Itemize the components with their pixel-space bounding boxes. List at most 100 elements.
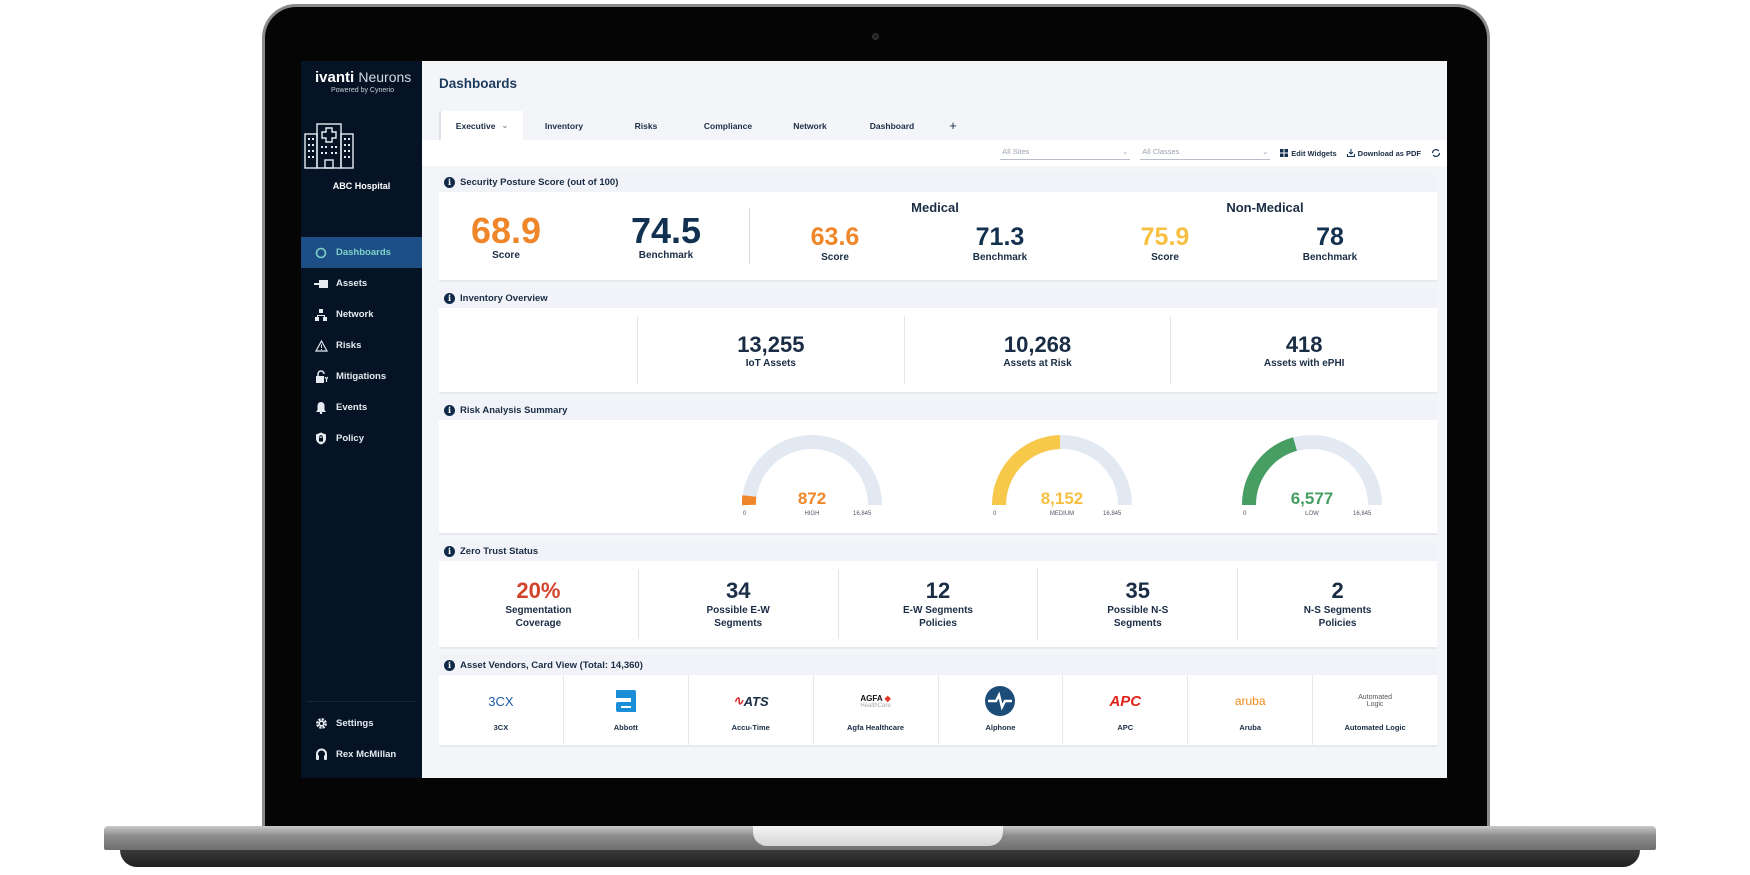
stat-label: Assets with ePHI [1263, 357, 1345, 369]
info-icon[interactable]: i [444, 176, 455, 188]
sidebar-item-dashboards[interactable]: Dashboards [301, 237, 422, 268]
stat-label: Segments [714, 618, 763, 629]
warning-icon [314, 339, 328, 353]
score-value: 68.9 [470, 209, 542, 251]
tab-dashboard[interactable]: Dashboard [869, 120, 915, 131]
gauge-label: HIGH [804, 511, 820, 517]
bell-icon [314, 401, 328, 415]
product-name: Neurons [358, 69, 412, 85]
sidebar-item-settings[interactable]: Settings [301, 708, 422, 739]
gauge-value: 6,577 [1290, 489, 1334, 508]
zero-trust-stat[interactable]: 34 Possible E-W Segments [637, 569, 838, 639]
webcam [872, 33, 879, 40]
info-icon[interactable]: i [444, 659, 455, 671]
tab-inventory[interactable]: Inventory [544, 120, 584, 131]
tab-executive[interactable]: Executive ⌄ [441, 111, 523, 140]
edit-widgets-button[interactable]: Edit Widgets [1280, 148, 1337, 158]
tab-network[interactable]: Network [793, 120, 827, 131]
abbott-logo-icon [613, 685, 639, 717]
organization-name: ABC Hospital [332, 181, 391, 191]
security-posture-widget: i Security Posture Score (out of 100) 68.… [439, 172, 1437, 282]
classes-select[interactable]: All Classes ⌄ [1140, 146, 1271, 160]
risk-gauge-medium[interactable]: 8,152 MEDIUM 0 16,845 [977, 434, 1147, 526]
zero-trust-stat[interactable]: 12 E-W Segments Policies [837, 569, 1038, 639]
classes-select-value: All Classes [1142, 146, 1180, 156]
zero-trust-stat[interactable]: 35 Possible N-S Segments [1037, 569, 1237, 639]
sidebar-item-policy[interactable]: Policy [301, 423, 422, 454]
refresh-icon [1431, 149, 1441, 157]
widget-header: i Risk Analysis Summary [439, 400, 1437, 420]
sidebar-item-mitigations[interactable]: Mitigations [301, 361, 422, 392]
score-label: Score [821, 251, 849, 263]
gauge-min: 0 [743, 511, 747, 517]
score-label: Score [1151, 251, 1179, 263]
benchmark-label: Benchmark [972, 251, 1028, 263]
shield-lock-icon [314, 432, 328, 446]
sites-select-value: All Sites [1002, 146, 1030, 156]
vendor-card-apc[interactable]: APC APC [1062, 675, 1187, 745]
user-headset-icon [314, 748, 328, 762]
inventory-stat[interactable]: 418 Assets with ePHI [1170, 316, 1437, 384]
vendor-name: APC [1117, 723, 1134, 732]
vendor-logo: 3CX [488, 693, 514, 709]
non-medical-group: Non-Medical 75.9 Score 78 Benchmark [1100, 200, 1430, 263]
widget-title: Zero Trust Status [460, 545, 539, 557]
vendor-name: 3CX [493, 723, 509, 732]
sidebar-item-label: Dashboards [336, 247, 391, 258]
inventory-stat[interactable]: 13,255 IoT Assets [637, 316, 904, 384]
sidebar-item-assets[interactable]: Assets [301, 268, 422, 299]
gauge-label: LOW [1305, 511, 1319, 517]
brand-name: ivanti [315, 69, 355, 86]
overall-score: 68.9 Score [461, 209, 551, 261]
stat-label: N-S Segments [1303, 605, 1372, 616]
sites-select[interactable]: All Sites ⌄ [1000, 146, 1131, 160]
unlock-icon [314, 370, 328, 384]
edit-widgets-label: Edit Widgets [1291, 148, 1337, 158]
vendor-name: Aruba [1239, 723, 1262, 732]
tab-risks[interactable]: Risks [634, 120, 658, 131]
widget-title: Inventory Overview [460, 292, 548, 304]
sidebar-item-risks[interactable]: Risks [301, 330, 422, 361]
zero-trust-stat[interactable]: 20% Segmentation Coverage [439, 569, 638, 639]
download-pdf-button[interactable]: Download as PDF [1346, 148, 1421, 158]
inventory-overview-widget: i Inventory Overview 13,255 IoT Assets 10,… [439, 288, 1437, 394]
add-tab-button[interactable]: + [949, 118, 957, 133]
vendor-card-automated-logic[interactable]: Automated Logic Automated Logic [1312, 675, 1437, 745]
vendor-logo: Automated Logic [1358, 694, 1392, 708]
tab-compliance[interactable]: Compliance [703, 120, 753, 131]
gauge-max: 16,845 [853, 511, 872, 517]
vendor-card-3cx[interactable]: 3CX 3CX [439, 675, 563, 745]
risk-gauge-high[interactable]: 872 HIGH 0 16,845 [727, 434, 897, 526]
sidebar-item-user[interactable]: Rex McMillan [301, 739, 422, 770]
zero-trust-stat[interactable]: 2 N-S Segments Policies [1237, 569, 1437, 639]
divider [749, 208, 750, 264]
vendor-card-aruba[interactable]: aruba Aruba [1187, 675, 1312, 745]
sidebar-item-label: Rex McMillan [336, 749, 397, 760]
widgets-icon [1280, 149, 1289, 157]
info-icon[interactable]: i [444, 545, 455, 557]
gauge-value: 872 [797, 489, 827, 508]
alphone-logo-icon [984, 685, 1016, 717]
dashboard-toolbar: All Sites ⌄ All Classes ⌄ Edit Widgets Dow… [422, 140, 1447, 166]
dashboard-tabs: Executive ⌄ Inventory Risks Compliance N… [439, 111, 1437, 140]
inventory-empty-cell [439, 316, 637, 384]
sidebar-item-network[interactable]: Network [301, 299, 422, 330]
refresh-button[interactable] [1431, 148, 1441, 158]
stat-value: 34 [725, 578, 751, 603]
widget-title: Risk Analysis Summary [460, 404, 568, 416]
vendor-card-agfa[interactable]: AGFA ◆ HealthCare Agfa Healthcare [812, 675, 938, 745]
vendor-logo: aruba [1234, 694, 1266, 708]
download-pdf-label: Download as PDF [1357, 148, 1421, 158]
risk-gauge-low[interactable]: 6,577 LOW 0 16,845 [1227, 434, 1397, 526]
sidebar-item-events[interactable]: Events [301, 392, 422, 423]
inventory-stat[interactable]: 10,268 Assets at Risk [903, 316, 1171, 384]
info-icon[interactable]: i [444, 292, 455, 304]
vendor-card-abbott[interactable]: Abbott [562, 675, 688, 745]
assets-icon [314, 277, 328, 291]
vendor-name: Abbott [613, 723, 638, 732]
vendor-card-accu-time[interactable]: ∿ ATS Accu-Time [687, 675, 813, 745]
main-content: Dashboards Executive ⌄ Inventory Risks C… [422, 61, 1447, 778]
stat-label: Possible E-W [706, 605, 770, 616]
vendor-card-alphone[interactable]: Alphone [937, 675, 1063, 745]
info-icon[interactable]: i [444, 404, 455, 416]
